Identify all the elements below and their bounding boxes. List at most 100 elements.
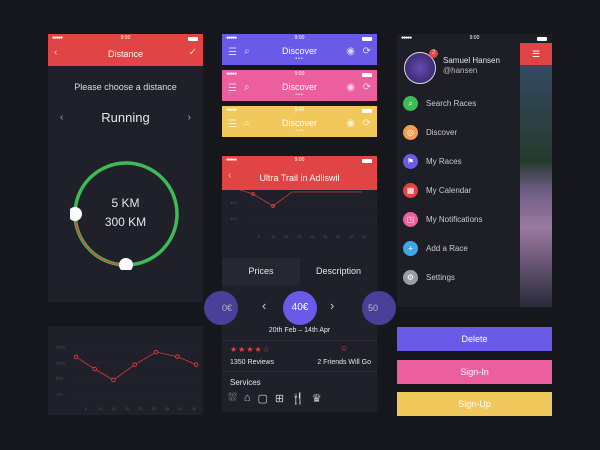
menu-item-add-a-race[interactable]: + Add a Race xyxy=(403,238,468,258)
distance-screen: ●●●●● 9:00 ‹ Distance ✓ Please choose a d… xyxy=(48,34,203,302)
star-filled-icon: ★ xyxy=(238,345,247,354)
refresh-icon[interactable]: ⟳ xyxy=(362,82,371,93)
time: 9:00 xyxy=(294,107,305,113)
search-icon[interactable]: ⌕ xyxy=(244,118,250,129)
x-tick: 15 xyxy=(284,234,289,239)
max-handle[interactable] xyxy=(119,258,133,270)
battery-icon xyxy=(362,109,372,113)
race-header: ●●●●● 9:00 ‹ Ultra Trail in Adliswil xyxy=(222,156,377,190)
x-tick: 20 xyxy=(125,406,130,411)
gear-icon: ⚙ xyxy=(403,269,418,285)
battery-icon xyxy=(362,159,372,163)
star-rating: ★★★★☆ xyxy=(230,345,271,354)
time: 9:00 xyxy=(469,35,480,41)
hamburger-icon[interactable]: ☰ xyxy=(520,43,552,65)
menu-icon[interactable]: ☰ xyxy=(228,119,237,130)
menu-icon[interactable]: ☰ xyxy=(228,47,237,58)
x-tick: 15 xyxy=(111,406,116,411)
star-filled-icon: ★ xyxy=(246,345,255,354)
menu-item-settings[interactable]: ⚙ Settings xyxy=(403,267,455,287)
data-point xyxy=(175,354,180,359)
sign-in-button[interactable]: Sign-In xyxy=(397,359,552,384)
refresh-icon[interactable]: ⟳ xyxy=(362,118,371,129)
menu-item-label: Search Races xyxy=(426,98,477,108)
plus-icon: + xyxy=(403,240,418,256)
menu-item-my-calendar[interactable]: ▦ My Calendar xyxy=(403,180,471,200)
battery-icon xyxy=(188,37,198,41)
distance-dial[interactable] xyxy=(70,158,182,270)
back-icon[interactable]: ‹ xyxy=(228,170,232,181)
friends-going[interactable]: 2 Friends Will Go xyxy=(317,359,371,366)
tab-description[interactable]: Description xyxy=(300,258,377,285)
page-indicator: ••• xyxy=(295,92,304,98)
prev-sport-button[interactable]: ‹ xyxy=(60,112,64,123)
star-filled-icon: ★ xyxy=(230,345,239,354)
x-tick: 30 xyxy=(151,406,156,411)
menu-item-discover[interactable]: ◎ Discover xyxy=(403,122,457,142)
shower-icon: ⛆ xyxy=(228,392,237,404)
menu-item-label: Discover xyxy=(426,127,458,137)
race-dates: 20th Feb – 14th Apr xyxy=(268,327,331,334)
data-point xyxy=(193,362,199,367)
signal: ●●●●● xyxy=(226,107,237,113)
mini-chart: 300 100 5 10 15 20 25 30 35 40 45 xyxy=(230,190,377,239)
menu-item-label: My Races xyxy=(426,156,462,166)
first-aid-icon: ⊞ xyxy=(274,393,285,405)
price-next-button[interactable]: › xyxy=(330,298,335,313)
star-filled-icon: ★ xyxy=(254,345,263,354)
location-icon[interactable]: ◉ xyxy=(346,118,355,129)
page-indicator: ••• xyxy=(295,128,304,134)
menu-icon[interactable]: ☰ xyxy=(228,83,237,94)
button-label: Delete xyxy=(461,334,488,344)
time: 9:00 xyxy=(120,35,131,41)
menu-item-label: My Notifications xyxy=(426,214,483,224)
x-tick: 5 xyxy=(258,234,261,239)
search-icon[interactable]: ⌕ xyxy=(244,46,250,57)
price: 50 xyxy=(368,303,379,313)
price-selected[interactable]: 40€ xyxy=(283,291,317,325)
status-bar: ●●●●● 9:00 xyxy=(397,34,552,43)
y-tick: 500 xyxy=(56,376,63,381)
price: 0€ xyxy=(221,303,232,313)
menu-item-search-races[interactable]: ⌕ Search Races xyxy=(403,93,476,113)
next-sport-button[interactable]: › xyxy=(187,112,191,123)
location-icon[interactable]: ◉ xyxy=(346,82,355,93)
back-icon[interactable]: ‹ xyxy=(54,47,58,58)
x-tick: 40 xyxy=(349,234,354,239)
x-tick: 20 xyxy=(297,234,302,239)
signal: ●●●●● xyxy=(401,35,412,41)
hanger-icon: ⌂ xyxy=(243,392,251,404)
price-next-option[interactable]: 50 xyxy=(362,291,396,325)
x-tick: 35 xyxy=(336,234,341,239)
data-point xyxy=(153,349,159,355)
battery-icon xyxy=(362,37,372,41)
min-handle[interactable] xyxy=(70,207,82,221)
refresh-icon[interactable]: ⟳ xyxy=(362,46,371,57)
check-icon[interactable]: ✓ xyxy=(188,47,197,58)
x-tick: 45 xyxy=(192,406,197,411)
time: 9:00 xyxy=(294,35,305,41)
menu-item-my-notifications[interactable]: ◳ My Notifications xyxy=(403,209,482,229)
sign-up-button[interactable]: Sign-Up xyxy=(397,392,552,416)
tab-label: Description xyxy=(315,266,362,276)
menu-item-my-races[interactable]: ⚑ My Races xyxy=(403,151,462,171)
status-bar: ●●●●● 9:00 xyxy=(222,156,377,165)
location-icon[interactable]: ◉ xyxy=(346,46,355,57)
search-icon[interactable]: ⌕ xyxy=(244,82,250,93)
content-preview[interactable]: ☰ xyxy=(520,43,552,307)
price-prev-option[interactable]: 0€ xyxy=(204,291,238,325)
line-chart: 2000 1500 500 100 5 10 15 20 25 30 35 40 45 xyxy=(56,345,199,411)
services-label: Services xyxy=(230,378,261,387)
data-point xyxy=(111,377,116,383)
notification-badge: 2 xyxy=(429,49,438,58)
tab-label: Prices xyxy=(248,266,274,276)
price-prev-button[interactable]: ‹ xyxy=(262,298,267,313)
prompt: Please choose a distance xyxy=(74,82,177,92)
reviews-count[interactable]: 1350 Reviews xyxy=(230,359,274,366)
delete-button[interactable]: Delete xyxy=(397,327,552,351)
trophy-icon: ♛ xyxy=(311,393,322,405)
data-point xyxy=(92,366,98,372)
tab-prices[interactable]: Prices xyxy=(222,258,300,285)
x-tick: 10 xyxy=(271,234,276,239)
search-icon: ⌕ xyxy=(403,95,418,111)
